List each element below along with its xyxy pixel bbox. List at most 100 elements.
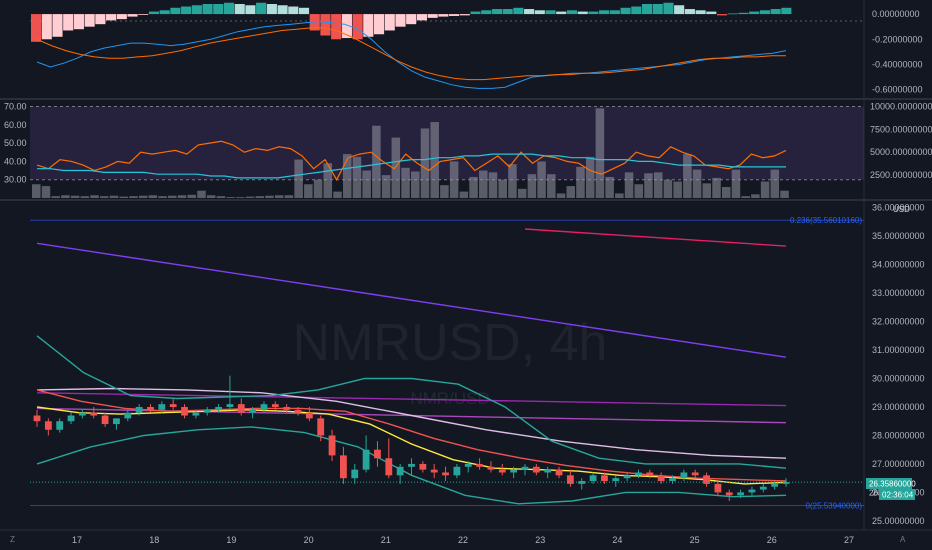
volume-bar xyxy=(41,186,51,198)
price-tick-label: 28.00000000 xyxy=(872,430,925,440)
candle-body xyxy=(771,483,779,487)
volume-tick-label: 5000.00000000 xyxy=(870,147,932,157)
candle-body xyxy=(532,466,540,473)
volume-bar xyxy=(721,187,731,198)
macd-histogram-bar xyxy=(277,5,288,15)
volume-bar xyxy=(313,179,323,198)
rsi-left-scale: 70.00 60.00 50.00 40.00 30.00 xyxy=(4,101,27,184)
rsi-band xyxy=(30,106,864,180)
macd-histogram-bar xyxy=(652,4,663,15)
time-tick-label: 20 xyxy=(304,535,314,545)
macd-histogram-bar xyxy=(577,11,588,15)
price-tick-label: 36.00000000 xyxy=(872,203,925,213)
candle-body xyxy=(147,406,154,410)
macd-histogram-bar xyxy=(384,14,395,31)
macd-histogram-bar xyxy=(684,9,695,15)
candle-body xyxy=(442,472,449,476)
volume-bar xyxy=(731,169,741,198)
macd-histogram-bar xyxy=(106,14,117,21)
volume-bar xyxy=(459,191,469,198)
macd-histogram-bar xyxy=(191,5,202,15)
volume-price-scale[interactable]: 10000.00000000 7500.00000000 5000.00000000… xyxy=(870,101,932,180)
candle-body xyxy=(305,412,313,419)
candle-body xyxy=(612,478,620,482)
candle-body xyxy=(589,475,597,482)
rsi-volume-pane[interactable]: 70.00 60.00 50.00 40.00 30.00 10000.00000000… xyxy=(4,101,932,198)
candle-body xyxy=(464,463,472,467)
watermark-pair: NMR/USD xyxy=(410,389,489,408)
candle-body xyxy=(419,463,427,470)
volume-bar xyxy=(420,128,430,198)
price-tick-label: 35.00000000 xyxy=(872,231,925,241)
time-scale[interactable]: 17 18 19 20 21 22 23 24 25 26 27 xyxy=(72,535,854,545)
candle-body xyxy=(544,469,552,473)
candle-body xyxy=(283,406,291,410)
volume-bar xyxy=(411,171,420,198)
macd-histogram-bar xyxy=(256,2,267,15)
macd-histogram-bar xyxy=(202,4,213,15)
time-tick-label: 23 xyxy=(535,535,545,545)
candle-body xyxy=(646,472,654,476)
price-tick-label: 25.00000000 xyxy=(872,516,925,526)
volume-bar xyxy=(294,159,303,198)
candle-body xyxy=(521,466,529,470)
last-price-value: 26.35860000 xyxy=(869,480,916,489)
macd-histogram-bar xyxy=(159,10,170,15)
macd-histogram-bar xyxy=(513,7,524,15)
macd-histogram-bar xyxy=(556,11,567,15)
volume-bar xyxy=(692,169,702,198)
macd-histogram-bar xyxy=(138,14,149,15)
macd-histogram-bar xyxy=(631,6,642,15)
time-tick-label: 25 xyxy=(690,535,700,545)
volume-bar xyxy=(333,191,342,198)
macd-histogram-bar xyxy=(770,9,781,15)
volume-bar xyxy=(284,195,294,198)
candle-body xyxy=(101,415,109,425)
volume-bar xyxy=(547,174,556,198)
macd-pane[interactable]: 0.00000000 -0.20000000 -0.40000000 -0.60000… xyxy=(30,2,923,95)
macd-histogram-bar xyxy=(331,14,342,40)
rsi-series-line xyxy=(36,140,787,181)
candle-body xyxy=(680,472,688,479)
price-tick-label: 31.00000000 xyxy=(872,345,925,355)
candle-body xyxy=(340,455,347,479)
auto-scale-toggle-left[interactable]: Z xyxy=(10,535,15,544)
macd-histogram-bar xyxy=(706,11,717,15)
candle-body xyxy=(169,404,177,407)
volume-bar xyxy=(760,181,770,198)
volume-bar xyxy=(187,194,197,198)
macd-histogram-bar xyxy=(245,5,256,15)
volume-bar xyxy=(780,190,789,198)
candle-body xyxy=(215,406,222,410)
macd-histogram-bar xyxy=(95,14,106,25)
price-scale[interactable]: 36.00000000 35.00000000 34.00000000 33.0000… xyxy=(872,203,925,526)
candle-body xyxy=(294,409,302,413)
overlay-line xyxy=(36,242,787,358)
watermark-symbol: NMRUSD, 4h xyxy=(293,314,608,372)
macd-histogram-bar xyxy=(341,14,352,39)
last-price-tag xyxy=(866,478,912,489)
macd-price-scale[interactable]: 0.00000000 -0.20000000 -0.40000000 -0.60000… xyxy=(872,9,923,95)
auto-scale-toggle-right[interactable]: A xyxy=(900,535,906,544)
macd-histogram-bar xyxy=(695,10,706,15)
volume-bar xyxy=(770,169,780,198)
candle-body xyxy=(271,404,279,407)
macd-histogram-bar xyxy=(31,14,42,42)
candle-body xyxy=(67,415,75,422)
rsi-tick-label: 70.00 xyxy=(4,101,27,111)
candle-body xyxy=(317,418,325,436)
price-pane[interactable]: NMRUSD, 4h NMR/USD 0.236(35.56010160) 0(2… xyxy=(30,203,925,526)
fib-level-label: 0(25.53940000) xyxy=(806,502,863,511)
volume-bar xyxy=(595,108,605,198)
candle-body xyxy=(737,492,745,496)
volume-bar xyxy=(138,195,148,198)
candle-body xyxy=(203,409,211,413)
macd-histogram-bar xyxy=(170,7,181,15)
candle-body xyxy=(351,469,359,479)
macd-histogram-bar xyxy=(266,4,277,15)
macd-histogram-bar xyxy=(127,14,138,17)
candle-body xyxy=(226,404,234,407)
volume-bar xyxy=(51,196,60,198)
candle-body xyxy=(430,469,438,473)
